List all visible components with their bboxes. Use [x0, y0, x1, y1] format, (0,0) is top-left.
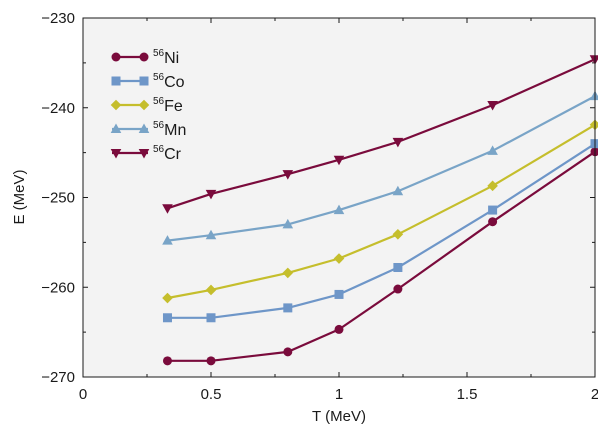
x-tick-label: 0	[79, 386, 87, 403]
x-tick-label: 1.5	[457, 386, 478, 403]
legend-marker-co	[112, 77, 121, 86]
legend-element-symbol: Ni	[164, 50, 179, 67]
data-point-co	[207, 313, 216, 322]
y-tick-label: −230	[41, 10, 75, 27]
data-point-co	[283, 303, 292, 312]
y-axis-label: E (MeV)	[11, 169, 28, 224]
x-tick-label: 2	[591, 386, 598, 403]
data-point-co	[488, 206, 497, 215]
y-tick-label: −250	[41, 190, 75, 207]
legend-element-symbol: Cr	[164, 146, 182, 163]
legend-mass-number: 56	[153, 144, 165, 155]
y-tick-label: −270	[41, 369, 75, 386]
data-point-co	[335, 290, 344, 299]
y-tick-label: −240	[41, 100, 75, 117]
x-tick-label: 1	[335, 386, 343, 403]
legend-marker-co	[140, 77, 149, 86]
legend-element-symbol: Co	[164, 74, 185, 91]
legend-mass-number: 56	[153, 120, 165, 131]
data-point-co	[163, 313, 172, 322]
data-point-co	[393, 263, 402, 272]
data-point-ni	[283, 347, 292, 356]
data-point-ni	[335, 325, 344, 334]
legend-mass-number: 56	[153, 72, 165, 83]
x-axis-label: T (MeV)	[312, 408, 366, 425]
data-point-ni	[163, 356, 172, 365]
x-tick-label: 0.5	[201, 386, 222, 403]
legend-marker-ni	[140, 53, 149, 62]
data-point-ni	[207, 356, 216, 365]
legend-element-symbol: Mn	[164, 122, 186, 139]
legend-mass-number: 56	[153, 48, 165, 59]
y-tick-label: −260	[41, 279, 75, 296]
data-point-ni	[393, 285, 402, 294]
legend-marker-ni	[112, 53, 121, 62]
legend-element-symbol: Fe	[164, 98, 183, 115]
data-point-co	[591, 139, 598, 148]
legend-mass-number: 56	[153, 96, 165, 107]
data-point-ni	[488, 217, 497, 226]
